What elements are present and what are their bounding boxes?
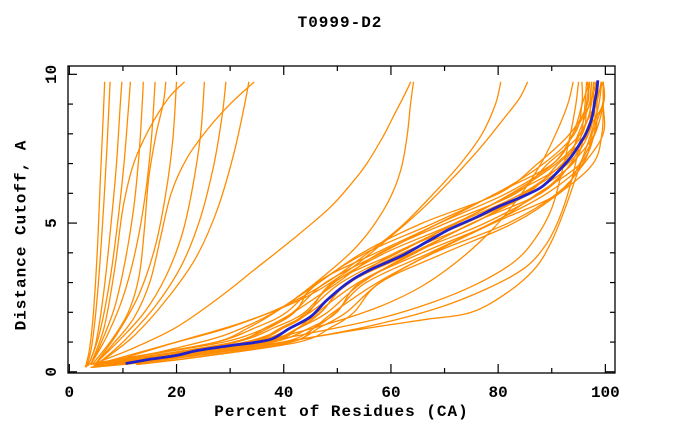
y-tick-label: 0 bbox=[43, 367, 61, 377]
model-curves bbox=[84, 81, 606, 368]
model-curve bbox=[120, 81, 604, 366]
model-curve bbox=[95, 81, 178, 364]
model-curve bbox=[92, 81, 167, 364]
x-tick-label: 100 bbox=[591, 384, 620, 402]
model-curve bbox=[87, 81, 132, 367]
model-curve bbox=[136, 81, 604, 366]
x-tick-label: 0 bbox=[65, 384, 75, 402]
model-curve bbox=[95, 81, 415, 367]
model-curve bbox=[87, 81, 123, 367]
x-tick-label: 40 bbox=[274, 384, 293, 402]
tick-labels: 0 20 40 60 80 100 0 5 10 bbox=[43, 65, 620, 402]
model-curve bbox=[90, 81, 144, 365]
model-curve bbox=[106, 81, 597, 366]
x-tick-label: 80 bbox=[489, 384, 508, 402]
model-curve bbox=[90, 81, 588, 368]
x-tick-label: 20 bbox=[167, 384, 186, 402]
model-curve bbox=[98, 81, 227, 364]
model-curve bbox=[135, 81, 605, 366]
consensus-curve bbox=[125, 80, 600, 365]
model-curve bbox=[95, 81, 255, 364]
model-curve bbox=[95, 81, 412, 364]
y-tick-label: 10 bbox=[43, 65, 61, 84]
model-curve bbox=[90, 81, 186, 365]
y-tick-label: 5 bbox=[43, 218, 61, 228]
model-curve bbox=[95, 81, 206, 364]
axis-ticks bbox=[68, 66, 615, 373]
chart-title: T0999-D2 bbox=[297, 14, 383, 32]
model-curve bbox=[90, 81, 156, 365]
x-tick-label: 60 bbox=[381, 384, 400, 402]
model-curve bbox=[101, 81, 591, 366]
model-curve bbox=[89, 81, 584, 366]
model-curve bbox=[93, 81, 603, 368]
model-curve bbox=[115, 81, 595, 366]
model-curve bbox=[101, 81, 250, 362]
model-curve bbox=[125, 81, 605, 366]
plot-frame bbox=[67, 65, 616, 374]
model-curve bbox=[84, 81, 106, 368]
y-axis-title: Distance Cutoff, A bbox=[12, 139, 31, 331]
model-curve bbox=[123, 81, 599, 366]
x-axis-title: Percent of Residues (CA) bbox=[214, 403, 469, 421]
model-curve bbox=[137, 81, 606, 366]
model-curve bbox=[85, 81, 111, 368]
model-curve bbox=[105, 81, 593, 366]
model-curve bbox=[94, 81, 592, 366]
